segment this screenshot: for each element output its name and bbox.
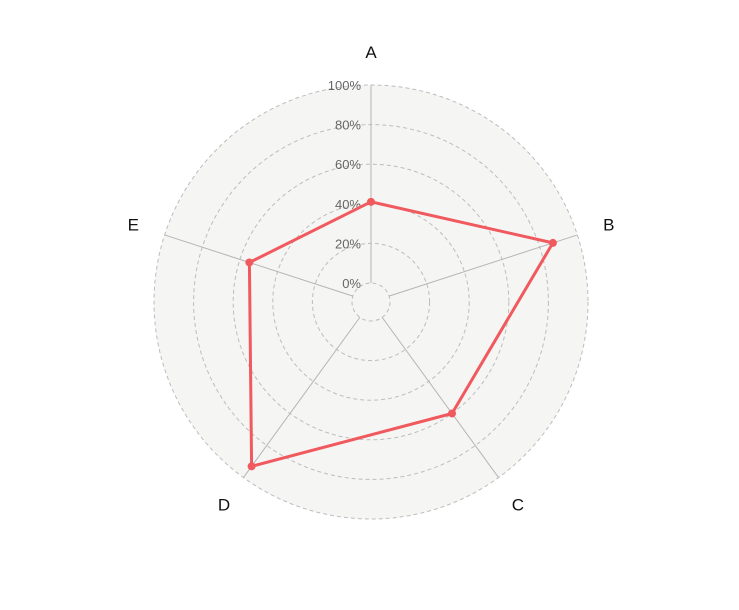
radial-tick-label: 0% [342,276,361,291]
data-point [367,197,375,206]
data-point [447,409,456,418]
grid-ring [351,282,391,322]
data-point [247,462,256,471]
category-label: C [512,495,524,514]
category-label: A [365,43,377,62]
category-label: D [218,495,230,514]
grid-ring [232,163,510,441]
axis-spoke [388,234,578,297]
axis-spoke [243,317,361,478]
radial-tick-label: 100% [328,78,362,93]
data-point [548,238,557,247]
axis-spoke [381,317,499,478]
plot-background [154,85,588,519]
category-label: B [603,216,614,235]
radial-tick-label: 40% [335,197,361,212]
radial-tick-label: 80% [335,118,361,133]
radial-tick-label: 20% [335,236,361,251]
category-label: E [128,216,139,235]
series-line [247,200,555,468]
radial-tick-label: 60% [335,157,361,172]
data-point [245,258,254,267]
axis-spoke [164,234,354,297]
